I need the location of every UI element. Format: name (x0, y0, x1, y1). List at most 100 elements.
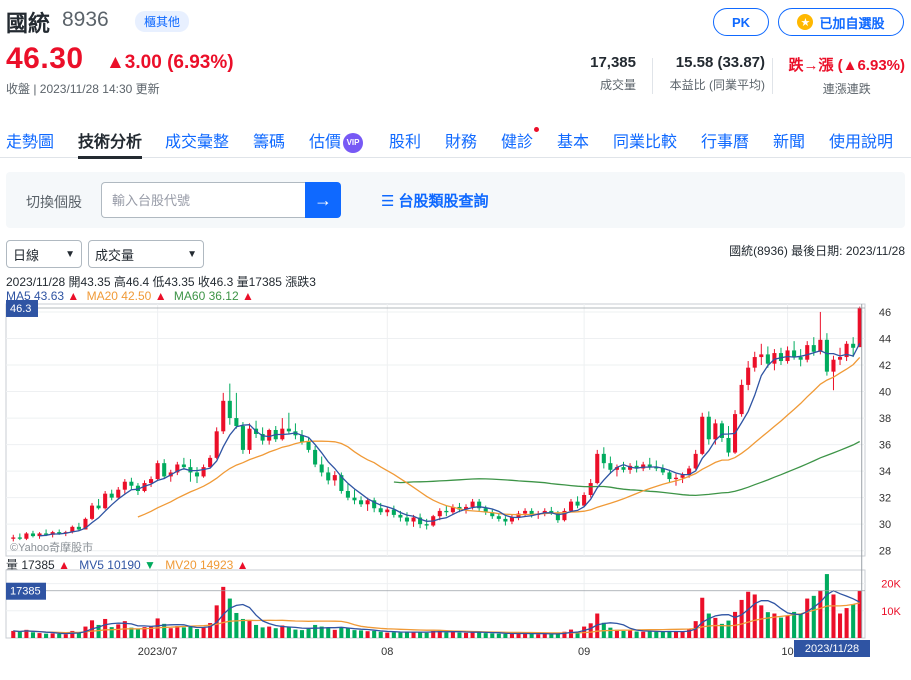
indicator-value: 成交量 (95, 247, 135, 263)
volume-bar (181, 627, 186, 638)
tab-peer-compare[interactable]: 同業比較 (613, 134, 678, 151)
volume-bar (647, 631, 652, 638)
tab-checkup[interactable]: 健診 (501, 127, 540, 152)
candle-body (680, 475, 685, 478)
stat-volume: 17,385 成交量 (590, 54, 636, 93)
tab-valuation[interactable]: 估價 VIP (309, 128, 364, 153)
volume-bar (490, 633, 495, 638)
candle-body (418, 517, 423, 525)
candle-body (483, 508, 488, 513)
candle-body (628, 465, 633, 470)
category-badge[interactable]: 櫃其他 (135, 11, 190, 32)
volume-bar (470, 631, 475, 638)
candle-body (824, 339, 829, 372)
volume-bar (227, 598, 232, 638)
mv20-value: MV20 14923 (165, 558, 234, 572)
candle-body (391, 509, 396, 515)
volume-bar (208, 623, 213, 638)
volume-bar (273, 628, 278, 638)
candle-body (129, 481, 134, 486)
candle-body (142, 483, 147, 492)
candle-body (181, 464, 186, 468)
candle-body (503, 518, 508, 522)
period-select[interactable]: 日線 ▼ (6, 240, 82, 268)
volume-bar (628, 630, 633, 638)
candle-body (339, 475, 344, 492)
pk-button[interactable]: PK (713, 8, 769, 36)
stat-label: 連漲連跌 (822, 82, 871, 96)
tab-financial[interactable]: 財務 (445, 134, 478, 151)
volume-bar (201, 627, 206, 638)
chevron-down-icon: ▼ (187, 248, 197, 260)
volume-bar (536, 634, 541, 638)
stock-search-input[interactable] (101, 182, 306, 218)
volume-bar (372, 630, 377, 638)
mv5-line (13, 589, 861, 635)
volume-bar (805, 598, 810, 638)
volume-bar (555, 633, 560, 638)
volume-bar (63, 634, 68, 638)
watchlist-button[interactable]: ★ 已加自選股 (778, 8, 904, 36)
price-tick-label: 28 (879, 546, 891, 558)
volume-bar (444, 632, 449, 638)
ma-legend: MA5 43.63 ▲ MA20 42.50 ▲ MA60 36.12 ▲ (6, 289, 254, 303)
cursor-date-tag-label: 2023/11/28 (805, 643, 859, 655)
category-search-link[interactable]: ☰ 台股類股查詢 (381, 190, 488, 211)
volume-bar (11, 630, 16, 638)
tab-trend[interactable]: 走勢圖 (6, 134, 55, 151)
candle-body (726, 437, 731, 453)
chevron-down-icon: ▼ (65, 248, 75, 260)
divider (772, 58, 773, 94)
volume-bar (746, 591, 751, 638)
volume-bar (811, 595, 816, 638)
candle-body (523, 510, 528, 514)
candle-body (490, 512, 495, 517)
tab-dividend[interactable]: 股利 (389, 134, 422, 151)
volume-bar (831, 594, 836, 638)
tab-help[interactable]: 使用說明 (829, 134, 894, 151)
current-price: 46.30 (6, 42, 84, 75)
volume-bar (339, 627, 344, 638)
search-submit-button[interactable]: → (305, 182, 341, 218)
volume-bar (523, 633, 528, 638)
candle-body (319, 464, 324, 473)
volume-bar (641, 631, 646, 638)
tab-chips[interactable]: 籌碼 (253, 134, 286, 151)
price-tick-label: 42 (879, 360, 891, 372)
tab-technical[interactable]: 技術分析 (78, 128, 143, 159)
volume-bar (457, 632, 462, 638)
candle-body (404, 517, 410, 522)
mv20-line (13, 602, 860, 634)
stock-code: 8936 (62, 8, 109, 31)
volume-bar (798, 614, 803, 638)
volume-frame (5, 569, 866, 639)
tab-trades[interactable]: 成交彙整 (165, 134, 230, 151)
tab-calendar[interactable]: 行事曆 (701, 134, 750, 151)
volume-bar (752, 594, 757, 638)
candle-body (582, 494, 587, 506)
last-date: 國統(8936) 最後日期: 2023/11/28 (729, 244, 905, 258)
volume-bar (792, 611, 797, 638)
candle-body (601, 453, 606, 464)
vip-badge-icon: VIP (343, 133, 364, 153)
volume-ma-lines (13, 589, 861, 635)
indicator-select[interactable]: 成交量 ▼ (88, 240, 204, 268)
candle-body (831, 359, 836, 372)
volume-bar (359, 630, 364, 638)
tab-news[interactable]: 新聞 (773, 134, 806, 151)
stat-label: 本益比 (同業平均) (669, 78, 765, 92)
volume-bar (44, 633, 49, 638)
candle-body (103, 493, 108, 509)
candle-body (687, 468, 692, 476)
volume-bar (37, 633, 42, 638)
volume-bar (529, 633, 534, 638)
volume-bar (135, 629, 140, 638)
arrow-right-icon: → (314, 189, 332, 210)
volume-bar (588, 623, 593, 638)
tab-basic[interactable]: 基本 (557, 134, 590, 151)
candle-body (444, 510, 449, 513)
month-label: 10 (781, 646, 793, 658)
price-tick-label: 40 (879, 387, 891, 399)
volume-bar (326, 627, 331, 638)
